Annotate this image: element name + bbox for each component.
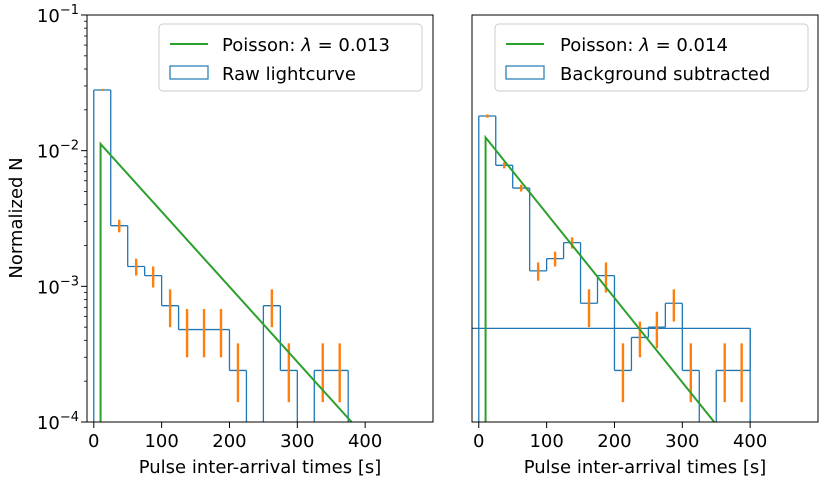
left-panel: 0 100 200 300 400 Pulse inter-arrival times … (86, 14, 434, 478)
y-tick-label: 10−3 (37, 274, 79, 298)
y-tick-mantissa: 10 (37, 6, 60, 27)
right-legend-fit-label: Poisson: λ = 0.014 (560, 35, 728, 56)
right-legend-hist-label: Background subtracted (560, 64, 770, 85)
right-legend-hist-swatch (505, 65, 545, 80)
y-tick-exponent: −3 (60, 274, 79, 289)
left-legend-hist-swatch (169, 65, 209, 80)
left-legend: Poisson: λ = 0.013 Raw lightcurve (158, 23, 423, 92)
right-legend-box (494, 23, 809, 92)
x-tick-label: 100 (144, 431, 178, 452)
x-tick-label: 0 (88, 431, 99, 452)
right-x-axis-label: Pulse inter-arrival times [s] (524, 457, 767, 478)
poisson-fit-line (99, 141, 353, 422)
left-x-axis-label: Pulse inter-arrival times [s] (139, 457, 382, 478)
left-axes-frame (86, 14, 434, 423)
left-legend-fit-label: Poisson: λ = 0.013 (222, 35, 390, 56)
x-tick-label: 0 (473, 431, 484, 452)
y-axis-label: Normalized N (6, 157, 27, 278)
x-tick-label: 200 (597, 431, 631, 452)
y-tick-label: 10−4 (37, 410, 79, 434)
poisson-fit-line (484, 134, 715, 422)
y-tick-labels: 10−110−210−310−4 (37, 3, 87, 434)
x-tick-label: 400 (733, 431, 767, 452)
x-tick-label: 300 (280, 431, 314, 452)
y-tick-mantissa: 10 (37, 277, 60, 298)
x-tick-label: 200 (212, 431, 246, 452)
x-tick-label: 100 (529, 431, 563, 452)
x-tick-label: 400 (348, 431, 382, 452)
y-tick-label: 10−1 (37, 3, 79, 27)
y-tick-exponent: −1 (60, 3, 79, 18)
y-tick-label: 10−2 (37, 139, 79, 163)
right-axes-frame (471, 14, 819, 423)
y-tick-exponent: −2 (60, 139, 79, 154)
right-panel: 0 100 200 300 400 Pulse inter-arrival times … (471, 14, 819, 478)
y-tick-exponent: −4 (60, 410, 79, 425)
right-legend: Poisson: λ = 0.014 Background subtracted (494, 23, 809, 92)
left-legend-box (158, 23, 423, 92)
y-tick-mantissa: 10 (37, 413, 60, 434)
x-tick-label: 300 (665, 431, 699, 452)
y-tick-mantissa: 10 (37, 142, 60, 163)
left-legend-hist-label: Raw lightcurve (222, 64, 356, 85)
